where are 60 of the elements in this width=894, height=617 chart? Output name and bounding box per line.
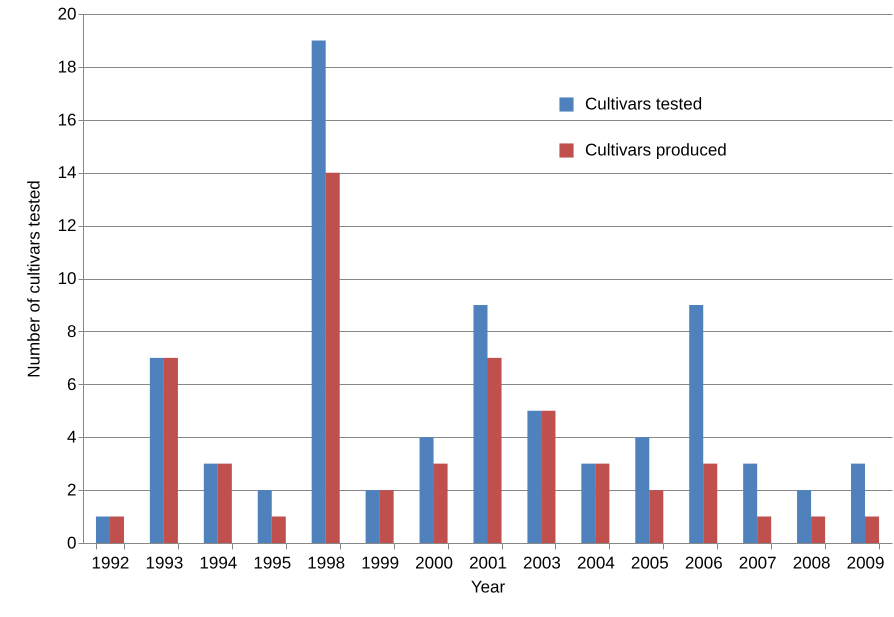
bar (797, 490, 812, 543)
x-tick-label: 2003 (523, 554, 561, 572)
y-tick-label: 8 (67, 322, 76, 341)
x-tick-label: 1999 (361, 554, 400, 572)
x-tick-label: 2006 (684, 554, 723, 572)
bar (164, 358, 178, 543)
bar (488, 358, 502, 543)
bar (743, 464, 758, 543)
bar (811, 516, 826, 543)
bar (527, 410, 542, 543)
y-tick-label: 6 (67, 374, 76, 394)
x-tick-label: 1994 (199, 554, 238, 572)
bar (96, 516, 110, 543)
legend-label: Cultivars produced (585, 140, 727, 160)
bar (434, 464, 448, 543)
bar (595, 464, 610, 543)
bar (110, 516, 124, 543)
x-tick-label: 2005 (630, 554, 669, 572)
y-tick-label: 14 (58, 163, 76, 182)
x-tick-label: 2004 (576, 554, 615, 572)
legend-label: Cultivars tested (585, 94, 702, 114)
bar (689, 304, 704, 543)
bar (703, 464, 718, 543)
y-axis-title: Number of cultivars tested (24, 180, 44, 378)
x-tick-label: 2009 (846, 554, 884, 572)
y-tick-label: 20 (58, 4, 76, 24)
bar (851, 464, 866, 543)
x-tick-label: 1992 (92, 554, 130, 572)
bar (312, 40, 326, 543)
bar (380, 490, 394, 543)
x-tick-label: 1998 (307, 554, 346, 572)
bar (258, 490, 272, 543)
bar (635, 437, 650, 543)
x-tick-label: 2000 (415, 554, 453, 572)
x-axis-title: Year (470, 578, 506, 596)
bar (150, 358, 164, 543)
x-tick-label: 1995 (253, 554, 292, 572)
bar (649, 490, 664, 543)
x-tick-label: 2008 (792, 554, 831, 572)
y-tick-label: 18 (58, 57, 76, 76)
bar (272, 516, 286, 543)
x-tick-label: 1993 (145, 554, 184, 572)
x-tick-label: 2007 (738, 554, 777, 572)
y-tick-label: 0 (67, 534, 76, 552)
bar (204, 464, 218, 543)
y-tick-label: 2 (67, 480, 76, 500)
bar (581, 464, 596, 543)
bar (865, 516, 880, 543)
x-tick-label: 2001 (469, 554, 507, 572)
bar (541, 410, 556, 543)
y-tick-label: 4 (67, 428, 76, 447)
y-tick-label: 12 (58, 216, 76, 236)
bar (326, 172, 340, 543)
bar (366, 490, 380, 543)
bar (420, 437, 434, 543)
bar (473, 304, 488, 543)
y-tick-label: 10 (58, 269, 76, 288)
bar (757, 516, 772, 543)
y-tick-label: 16 (58, 110, 76, 130)
bar (218, 464, 232, 543)
